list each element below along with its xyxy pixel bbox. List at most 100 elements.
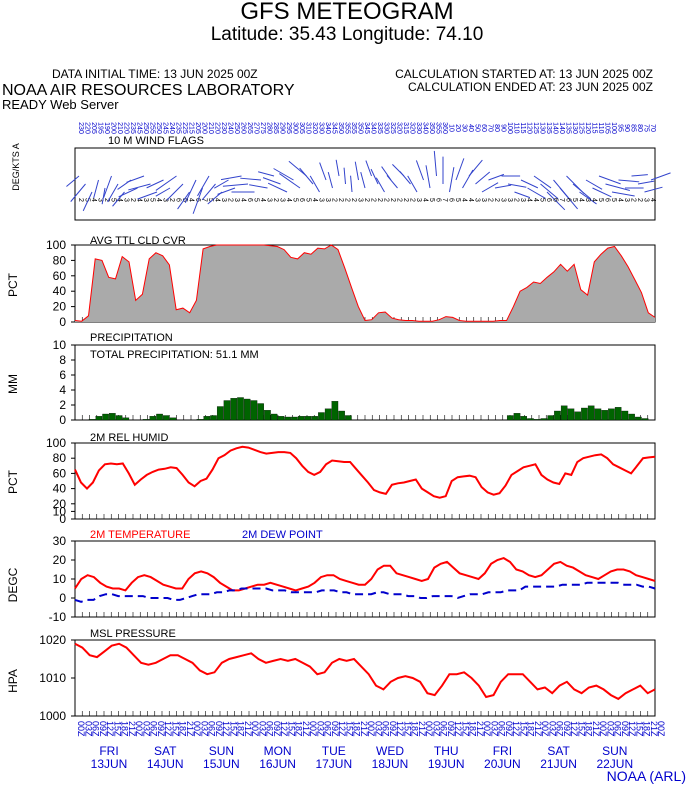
hour-label: 00Z xyxy=(76,721,86,737)
wind-flag xyxy=(220,175,242,181)
wind-speed-label: 5 xyxy=(181,198,188,202)
wind-speed-label: 5 xyxy=(428,198,435,202)
hour-label: 09Z xyxy=(446,721,456,737)
calc-started: CALCULATION STARTED AT: 13 JUN 2025 00Z xyxy=(395,67,653,81)
precip-panel-title: PRECIPITATION xyxy=(90,332,173,344)
hour-label: 18Z xyxy=(236,721,246,737)
wind-flag xyxy=(279,173,301,189)
hour-label: 15Z xyxy=(402,721,412,737)
wind-speed-label: 3 xyxy=(415,198,422,202)
wind-direction-label: 220 xyxy=(214,122,221,134)
precip-bar xyxy=(223,400,231,421)
wind-direction-label: 115 xyxy=(591,122,598,133)
wind-speed-label: 3 xyxy=(324,198,331,202)
hour-label: 18Z xyxy=(120,721,130,737)
wind-speed-label: 6 xyxy=(194,198,201,202)
wind-flag xyxy=(540,183,559,200)
hour-label: 12Z xyxy=(105,721,115,737)
wind-flag xyxy=(126,175,145,183)
panel-1-ytick-label: 60 xyxy=(53,269,67,283)
wind-direction-label: 210 xyxy=(116,122,123,134)
precip-bar xyxy=(621,410,629,421)
wind-speed-label: 2 xyxy=(227,198,234,202)
wind-speed-label: 4 xyxy=(467,198,474,202)
wind-direction-label: 350 xyxy=(337,122,344,134)
hour-label: 18Z xyxy=(352,721,362,737)
hour-label: 15Z xyxy=(518,721,528,737)
wind-flag xyxy=(650,172,671,181)
wind-direction-label: 355 xyxy=(344,122,351,134)
wind-direction-label: 135 xyxy=(565,122,572,134)
hour-label: 12Z xyxy=(279,721,289,737)
wind-speed-label: 2 xyxy=(487,198,494,202)
wind-flag xyxy=(184,179,197,204)
wind-speed-label: 5 xyxy=(610,198,617,202)
wind-speed-label: 2 xyxy=(344,198,351,202)
panel-0-ylabel: DEG/KTS A xyxy=(11,143,21,191)
wind-flag xyxy=(433,150,437,177)
day-date: 15JUN xyxy=(203,757,240,771)
precip-bar xyxy=(527,418,534,421)
wind-flag xyxy=(319,162,327,181)
wind-direction-label: 30 xyxy=(461,124,468,132)
wind-direction-label: 280 xyxy=(266,122,273,134)
wind-flag xyxy=(267,182,288,193)
wind-direction-label: 250 xyxy=(233,122,240,134)
panel-3-ytick-label: 10 xyxy=(53,504,67,518)
panel-2-ytick-label: 6 xyxy=(59,368,66,382)
wind-direction-label: 90 xyxy=(623,124,630,132)
wind-direction-label: 190 xyxy=(103,122,110,134)
panel-5-ytick-label: 1000 xyxy=(39,709,66,723)
wind-flag xyxy=(288,160,307,177)
hour-label: 21Z xyxy=(301,721,311,737)
wind-speed-label: 3 xyxy=(506,198,513,202)
precip-bar xyxy=(540,418,548,421)
wind-direction-label: 75 xyxy=(643,124,650,132)
hour-label: 21Z xyxy=(649,721,659,737)
wind-speed-label: 6 xyxy=(175,198,182,202)
wind-direction-label: 305 xyxy=(298,122,305,134)
hour-label: 06Z xyxy=(613,721,623,737)
wind-speed-label: 6 xyxy=(565,198,572,202)
wind-speed-label: 5 xyxy=(539,198,546,202)
hour-label: 18Z xyxy=(584,721,594,737)
wind-flag xyxy=(481,182,499,193)
panel-3-ytick-label: 100 xyxy=(46,436,66,450)
wind-flag xyxy=(637,180,655,185)
precip-bar xyxy=(513,413,521,421)
wind-speed-label: 6 xyxy=(298,198,305,202)
wind-speed-label: 3 xyxy=(643,198,650,202)
wind-direction-label: 40 xyxy=(467,124,474,132)
wind-direction-label: 100 xyxy=(506,122,513,134)
precip-bar xyxy=(614,407,622,421)
wind-direction-label: 330 xyxy=(383,122,390,134)
wind-flag xyxy=(533,175,552,189)
cloud-area xyxy=(75,245,655,322)
wind-speed-label: 3 xyxy=(584,198,591,202)
day-date: 16JUN xyxy=(259,757,296,771)
wind-direction-label: 220 xyxy=(123,122,130,134)
hour-label: 21Z xyxy=(243,721,253,737)
day-weekday: SUN xyxy=(209,744,234,758)
wind-direction-label: 140 xyxy=(552,122,559,134)
wind-flag xyxy=(365,160,372,177)
wind-direction-label: 320 xyxy=(311,122,318,134)
hour-label: 21Z xyxy=(127,721,137,737)
precip-bar xyxy=(345,415,352,421)
hour-label: 21Z xyxy=(475,721,485,737)
wind-speed-label: 6 xyxy=(545,198,552,202)
wind-speed-label: 5 xyxy=(571,198,578,202)
hour-label: 15Z xyxy=(344,721,354,737)
panel-2-ylabel: MM xyxy=(6,374,20,394)
wind-direction-label: 350 xyxy=(428,122,435,134)
panel-1-ytick-label: 0 xyxy=(59,315,66,329)
wind-flag xyxy=(425,165,431,189)
day-weekday: SAT xyxy=(547,744,570,758)
wind-flag xyxy=(66,175,80,187)
wind-flag xyxy=(370,168,379,185)
hour-label: 18Z xyxy=(178,721,188,737)
wind-flag xyxy=(155,175,177,191)
precip-bar xyxy=(122,417,130,421)
wind-direction-label: 325 xyxy=(389,122,396,134)
